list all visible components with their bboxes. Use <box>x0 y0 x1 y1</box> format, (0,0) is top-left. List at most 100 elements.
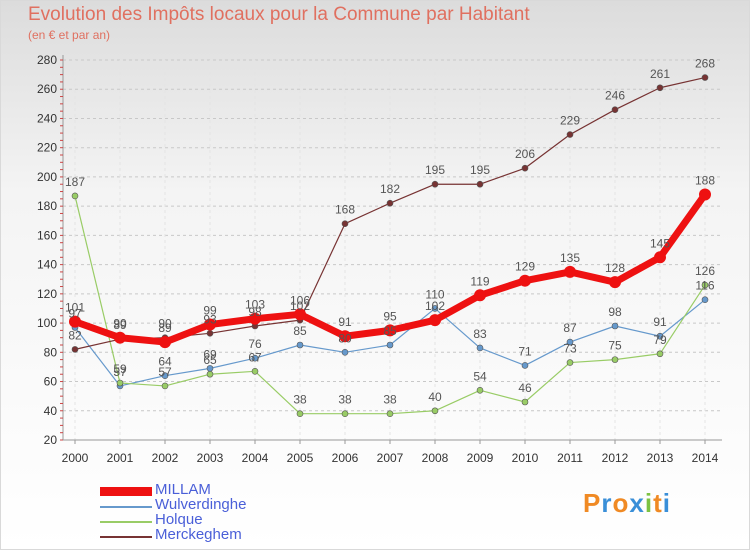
logo-letter: r <box>601 488 613 518</box>
data-point-millam <box>159 336 171 349</box>
data-label: 75 <box>608 339 622 353</box>
data-label: 46 <box>518 381 532 395</box>
y-tick-label: 80 <box>44 345 58 359</box>
data-point-holque <box>161 382 169 390</box>
data-point-holque <box>611 356 619 363</box>
data-point-wulverdinghe <box>656 332 664 340</box>
data-label: 89 <box>158 321 172 335</box>
data-point-merckeghem <box>431 180 439 188</box>
data-label: 103 <box>245 298 265 312</box>
data-label: 182 <box>380 182 400 196</box>
data-point-wulverdinghe <box>611 322 619 330</box>
data-label: 90 <box>158 317 172 331</box>
data-point-holque <box>521 398 529 406</box>
x-tick-label: 2007 <box>377 451 404 465</box>
data-point-merckeghem <box>71 346 79 353</box>
data-point-holque <box>476 387 484 394</box>
y-tick-label: 140 <box>37 258 57 272</box>
data-point-holque <box>386 410 394 417</box>
data-point-wulverdinghe <box>296 341 304 349</box>
x-tick-label: 2004 <box>242 451 269 465</box>
data-label: 95 <box>383 309 397 323</box>
data-label: 128 <box>605 261 625 275</box>
data-label: 79 <box>653 333 667 347</box>
data-label: 206 <box>515 147 535 161</box>
data-point-wulverdinghe <box>386 341 394 349</box>
data-label: 67 <box>248 350 262 364</box>
data-point-merckeghem <box>206 330 214 337</box>
data-label: 99 <box>203 304 217 318</box>
data-point-millam <box>564 265 576 278</box>
data-point-holque <box>566 359 574 366</box>
logo-letter: o <box>612 488 630 518</box>
data-label: 71 <box>518 344 532 358</box>
x-tick-label: 2003 <box>197 451 224 465</box>
data-point-millam <box>204 318 216 331</box>
x-tick-label: 2008 <box>422 451 449 465</box>
y-tick-label: 260 <box>37 82 57 96</box>
data-label: 98 <box>248 305 262 319</box>
x-tick-label: 2005 <box>287 451 314 465</box>
data-label: 87 <box>563 321 577 335</box>
data-point-holque <box>701 281 709 289</box>
data-label: 57 <box>158 365 172 379</box>
data-point-holque <box>71 192 79 200</box>
data-label: 119 <box>470 274 489 288</box>
data-point-millam <box>384 324 396 337</box>
y-tick-label: 280 <box>37 53 57 67</box>
data-label: 135 <box>560 251 580 265</box>
data-point-merckeghem <box>611 106 619 113</box>
data-label: 246 <box>605 89 625 103</box>
legend-label: Wulverdinghe <box>155 496 247 513</box>
legend-label: Merckeghem <box>155 526 242 543</box>
data-point-millam <box>609 276 621 289</box>
data-point-holque <box>341 410 349 417</box>
data-point-wulverdinghe <box>476 344 484 352</box>
data-label: 101 <box>65 301 85 315</box>
y-tick-label: 40 <box>44 404 58 418</box>
data-label: 38 <box>338 393 352 407</box>
y-tick-label: 220 <box>37 141 57 155</box>
data-point-millam <box>114 331 126 344</box>
data-point-wulverdinghe <box>521 362 529 369</box>
x-tick-label: 2011 <box>557 451 583 465</box>
data-label: 40 <box>428 390 442 404</box>
data-point-holque <box>431 407 439 415</box>
proxiti-logo: Proxiti <box>583 488 671 519</box>
legend-label: MILLAM <box>155 481 211 498</box>
y-tick-label: 240 <box>37 111 57 125</box>
x-tick-label: 2002 <box>152 451 179 465</box>
data-label: 102 <box>290 299 310 313</box>
data-label: 229 <box>560 114 580 128</box>
chart-title: Evolution des Impôts locaux pour la Comm… <box>28 4 530 25</box>
data-point-merckeghem <box>521 164 529 172</box>
data-label: 57 <box>113 365 127 379</box>
data-label: 110 <box>425 287 444 301</box>
logo-letter: i <box>662 488 671 518</box>
y-tick-label: 200 <box>37 170 57 184</box>
data-label: 98 <box>608 305 622 319</box>
data-point-millam <box>69 315 81 328</box>
data-label: 261 <box>650 67 670 81</box>
x-tick-label: 2000 <box>62 451 89 465</box>
data-label: 64 <box>158 355 172 369</box>
data-point-millam <box>339 330 351 343</box>
data-point-millam <box>654 251 666 264</box>
data-label: 89 <box>113 318 127 332</box>
data-point-holque <box>656 350 664 358</box>
data-point-merckeghem <box>386 199 394 207</box>
logo-letter: x <box>629 488 645 518</box>
chart-subtitle: (en € et par an) <box>28 28 111 42</box>
data-label: 38 <box>383 393 397 407</box>
data-label: 268 <box>695 57 715 71</box>
data-label: 106 <box>290 293 310 307</box>
legend-label: Holque <box>155 511 203 528</box>
y-tick-label: 180 <box>37 199 57 213</box>
x-tick-label: 2009 <box>467 451 494 465</box>
data-label: 93 <box>203 312 217 326</box>
logo-letter: i <box>644 488 654 518</box>
data-label: 129 <box>515 260 535 274</box>
data-label: 91 <box>338 315 352 329</box>
y-tick-label: 100 <box>37 316 57 330</box>
